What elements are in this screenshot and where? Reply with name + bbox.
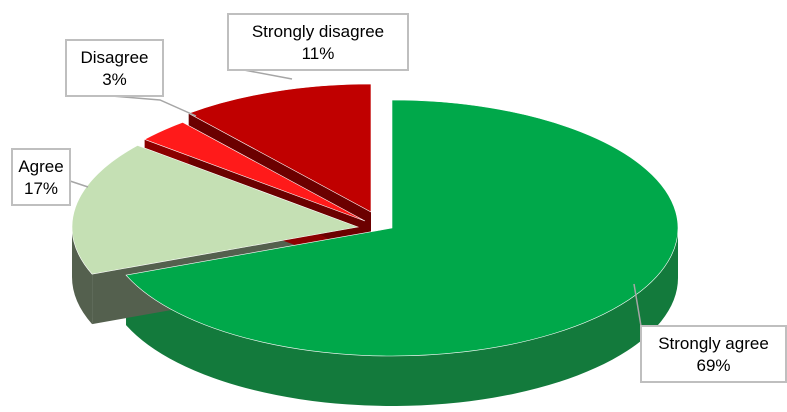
pie-tops bbox=[71, 83, 679, 357]
data-label-disagree: Disagree 3% bbox=[65, 39, 197, 117]
leader-line bbox=[69, 180, 89, 188]
slice-category-label: Strongly disagree bbox=[252, 22, 384, 41]
slice-category-label: Agree bbox=[18, 157, 63, 176]
slice-percent-label: 3% bbox=[102, 70, 127, 89]
slice-outer-wall bbox=[126, 228, 678, 407]
label-box bbox=[640, 325, 787, 383]
label-box bbox=[65, 39, 164, 97]
label-box bbox=[11, 148, 71, 206]
leader-line bbox=[243, 69, 293, 80]
data-label-strongly-agree: Strongly agree 69% bbox=[633, 283, 787, 383]
pie-slice-strongly-agree bbox=[125, 99, 679, 357]
data-labels: Strongly agree 69% Agree 17% Disagree 3% Stron… bbox=[11, 13, 787, 383]
data-label-strongly-disagree: Strongly disagree 11% bbox=[227, 13, 409, 80]
slice-category-label: Strongly agree bbox=[658, 334, 769, 353]
label-box bbox=[227, 13, 409, 71]
slice-percent-label: 17% bbox=[24, 179, 58, 198]
data-label-agree: Agree 17% bbox=[11, 148, 89, 206]
leader-line bbox=[633, 283, 642, 327]
slice-category-label: Disagree bbox=[80, 48, 148, 67]
slice-percent-label: 11% bbox=[302, 44, 335, 63]
pie-slice-strongly-disagree bbox=[187, 83, 372, 213]
slice-percent-label: 69% bbox=[696, 356, 730, 375]
pie-slice-agree bbox=[71, 145, 360, 275]
pie-slice-disagree bbox=[143, 122, 366, 222]
leader-line bbox=[111, 95, 197, 117]
